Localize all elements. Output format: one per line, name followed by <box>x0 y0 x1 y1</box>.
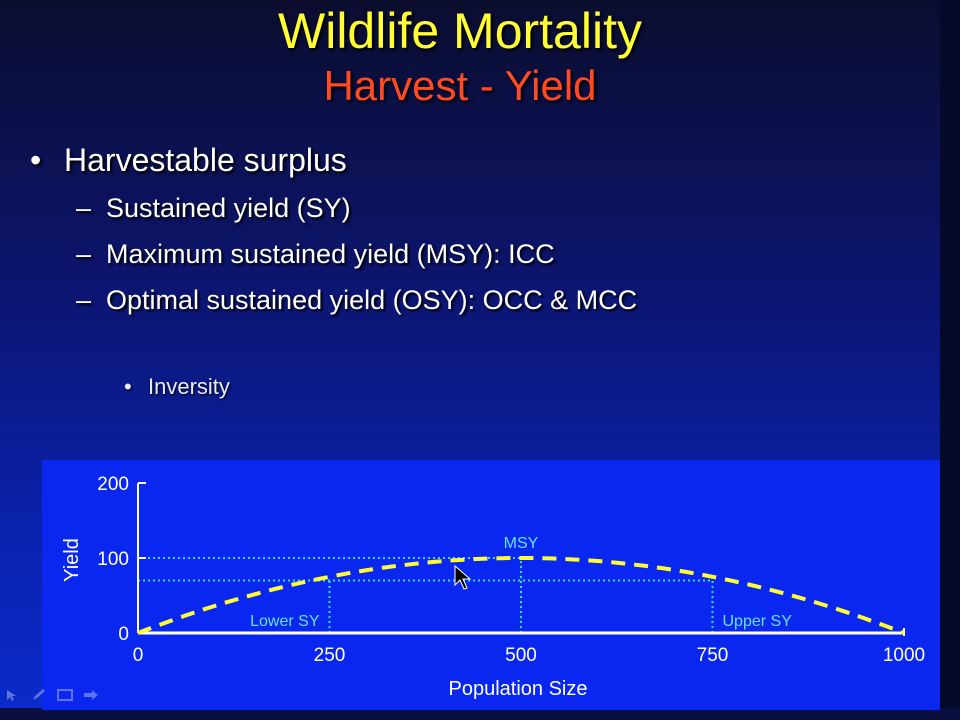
screen-edge-bottom <box>0 708 960 720</box>
annotation-label: MSY <box>504 535 539 552</box>
next-icon[interactable] <box>82 688 100 702</box>
screen-edge-right <box>940 0 960 720</box>
x-tick-label: 250 <box>314 645 346 666</box>
sub-bullet-text: Maximum sustained yield (MSY): ICC <box>106 239 555 269</box>
y-axis-label: Yield <box>61 538 83 582</box>
bullet-harvestable-surplus: • Harvestable surplus <box>30 142 347 179</box>
bullet-glyph: • <box>30 142 42 178</box>
y-tick-label: 0 <box>118 624 129 645</box>
annotation-label: Upper SY <box>723 613 793 630</box>
yield-chart-panel <box>42 460 940 710</box>
sub-bullet-text: Sustained yield (SY) <box>106 193 351 223</box>
menu-icon[interactable] <box>56 688 74 702</box>
mouse-cursor-icon <box>454 564 472 590</box>
dash-glyph: – <box>76 239 92 269</box>
dash-glyph: – <box>76 193 92 223</box>
sub-bullet-sustained-yield: – Sustained yield (SY) <box>76 193 351 224</box>
sub-bullet-text: Optimal sustained yield (OSY): OCC & MCC <box>106 285 638 315</box>
x-tick-label: 750 <box>697 645 729 666</box>
x-tick-label: 500 <box>505 645 537 666</box>
x-axis-label: Population Size <box>449 678 588 700</box>
x-tick-label: 1000 <box>883 645 925 666</box>
slide-title: Wildlife Mortality <box>278 3 642 59</box>
pen-icon[interactable] <box>30 688 48 702</box>
slide-subtitle: Harvest - Yield <box>323 62 597 109</box>
bullet-text: Harvestable surplus <box>64 142 347 178</box>
y-tick-label: 100 <box>97 549 129 570</box>
sub-bullet-msy: – Maximum sustained yield (MSY): ICC <box>76 239 555 270</box>
sub-bullet-osy: – Optimal sustained yield (OSY): OCC & MC… <box>76 285 637 316</box>
bullet-glyph: • <box>124 374 132 399</box>
annotation-label: Lower SY <box>250 613 320 630</box>
chart-guides <box>138 557 714 633</box>
chart-curve <box>137 556 905 635</box>
arrow-icon[interactable] <box>4 688 22 702</box>
sub-sub-bullet-inversity: • Inversity <box>124 374 230 400</box>
y-tick-label: 200 <box>97 474 129 495</box>
dash-glyph: – <box>76 285 92 315</box>
x-tick-label: 0 <box>133 645 144 666</box>
chart-labels: 0 250 500 750 1000 0 100 200 Population Size Yiel… <box>61 474 925 700</box>
slideshow-toolbar[interactable] <box>4 688 100 708</box>
sub-sub-bullet-text: Inversity <box>148 374 230 399</box>
